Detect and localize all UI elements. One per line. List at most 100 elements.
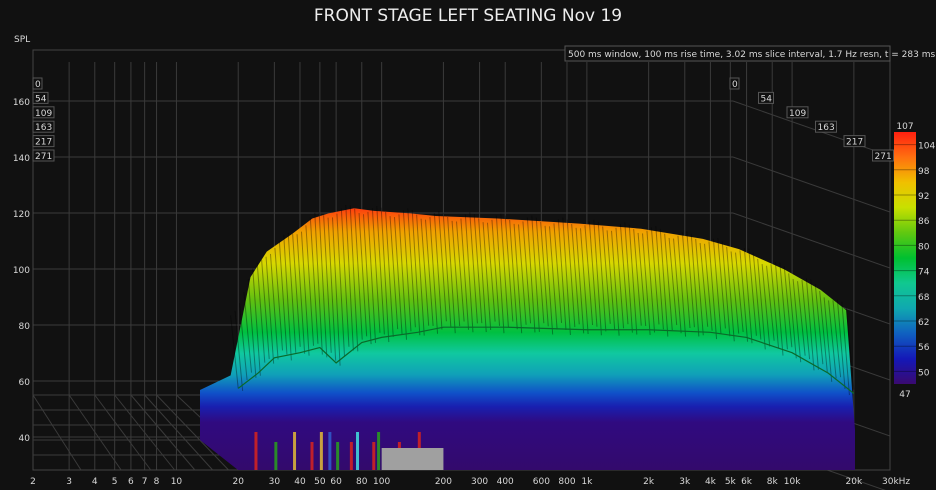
surface-ridge	[828, 300, 837, 379]
marker-bar	[274, 442, 278, 470]
slice-label-left: 0	[35, 80, 41, 90]
grid-line-floor	[114, 394, 176, 471]
surface-ridge	[588, 221, 598, 327]
marker-block	[381, 448, 444, 470]
surface-ridge	[478, 218, 487, 333]
surface-ridge	[801, 280, 811, 360]
surface-ridge	[238, 303, 248, 381]
surface-ridge	[482, 222, 492, 331]
surface-ridge	[540, 221, 549, 327]
info-box	[564, 45, 891, 62]
x-tick-label: 5	[112, 477, 118, 487]
surface-ridge	[602, 226, 611, 324]
surface-ridge	[420, 218, 430, 326]
surface-ridge	[810, 279, 819, 370]
info-text: 500 ms window, 100 ms rise time, 3.02 ms…	[568, 50, 935, 60]
surface-ridge	[704, 243, 713, 331]
slice-label-box	[786, 106, 809, 119]
surface-ridge	[433, 213, 443, 330]
slice-label-left: 109	[35, 109, 52, 119]
surface-ridge	[668, 237, 678, 326]
x-tick-label: 6	[128, 477, 134, 487]
y-tick-label: 120	[13, 210, 30, 220]
surface-ridge	[265, 256, 275, 364]
surface-ridge	[336, 213, 346, 357]
colorbar-tick-label: 86	[918, 217, 930, 227]
surface-ridge	[389, 216, 399, 330]
surface-ridge	[743, 248, 753, 344]
grid-line-depth	[732, 156, 891, 213]
surface-ridge	[269, 253, 279, 360]
surface-ridge	[783, 266, 793, 348]
marker-bar	[319, 432, 323, 470]
x-tick-label: 50	[314, 477, 326, 487]
surface-ridge	[575, 227, 585, 334]
x-tick-label: 4k	[705, 477, 717, 487]
surface-ridge	[429, 217, 439, 334]
surface-ridge	[274, 247, 284, 351]
surface-ridge	[566, 219, 576, 328]
surface-ridge	[402, 210, 412, 332]
slice-label-box	[729, 77, 740, 90]
marker-bar	[356, 432, 360, 470]
surface-ridge	[451, 220, 461, 327]
x-tick-label: 8k	[767, 477, 779, 487]
surface-ridge	[611, 230, 620, 336]
surface-ridge	[774, 261, 784, 356]
surface-ridge	[234, 310, 244, 391]
slice-label-right: 271	[875, 152, 892, 162]
surface-ridge	[495, 215, 505, 334]
surface-ridge	[699, 242, 709, 327]
y-axis-ticks: 40 60 80 100 120 140 160	[13, 98, 30, 444]
marker-bar	[349, 442, 353, 470]
slice-label-box	[32, 120, 55, 133]
surface-ridge	[460, 218, 470, 330]
colorbar-tick-label: 74	[918, 268, 930, 278]
x-tick-label: 800	[558, 477, 575, 487]
surface-ridge	[526, 217, 536, 333]
surface-ridge	[393, 217, 403, 335]
surface-ridge	[349, 205, 359, 352]
surface-ridge	[739, 250, 749, 342]
grid-line-floor	[68, 394, 122, 471]
surface-ridge	[673, 238, 682, 334]
surface-ridge	[708, 241, 718, 340]
surface-ridge	[416, 214, 425, 336]
surface-ridge	[690, 233, 700, 337]
x-tick-label: 400	[497, 477, 514, 487]
x-tick-label: 7	[142, 477, 148, 487]
slice-label-box	[32, 106, 55, 119]
surface-ridge	[318, 212, 328, 358]
surface-ridge	[792, 278, 802, 363]
surface-ridge	[549, 226, 558, 330]
colorbar-tick-label: 56	[918, 343, 930, 353]
surface-ridge	[544, 225, 554, 335]
surface-ridge	[650, 227, 660, 325]
surface-ridge	[841, 301, 850, 396]
y-tick-label: 40	[19, 434, 31, 444]
grid-line-floor	[144, 394, 214, 471]
surface-ridge	[619, 223, 629, 325]
surface-ridge	[243, 291, 253, 373]
surface-ridge	[296, 234, 306, 354]
surface-ridge	[646, 230, 656, 333]
x-tick-label: 3k	[679, 477, 691, 487]
x-tick-label: 30kHz	[882, 477, 910, 487]
marker-bar	[293, 432, 297, 470]
surface-ridge	[314, 212, 323, 355]
surface-ridge	[278, 240, 288, 355]
colorbar-tick-label: 92	[918, 192, 929, 202]
surface-ridge	[593, 219, 602, 336]
surface-ridge	[695, 238, 704, 336]
surface-ridge	[252, 268, 261, 376]
slice-label-right: 109	[789, 109, 806, 119]
surface-ridge	[752, 252, 762, 340]
x-tick-label: 20	[232, 477, 244, 487]
surface-ridge	[615, 227, 625, 329]
surface-ridge	[664, 233, 673, 331]
surface-ridge	[535, 217, 545, 324]
surface-ridge	[836, 299, 846, 389]
grid-line-depth	[732, 212, 891, 269]
colorbar: 107 47 104 98 92 86 80 74 68 62 56 50	[894, 122, 935, 400]
surface-ridge	[580, 228, 589, 335]
